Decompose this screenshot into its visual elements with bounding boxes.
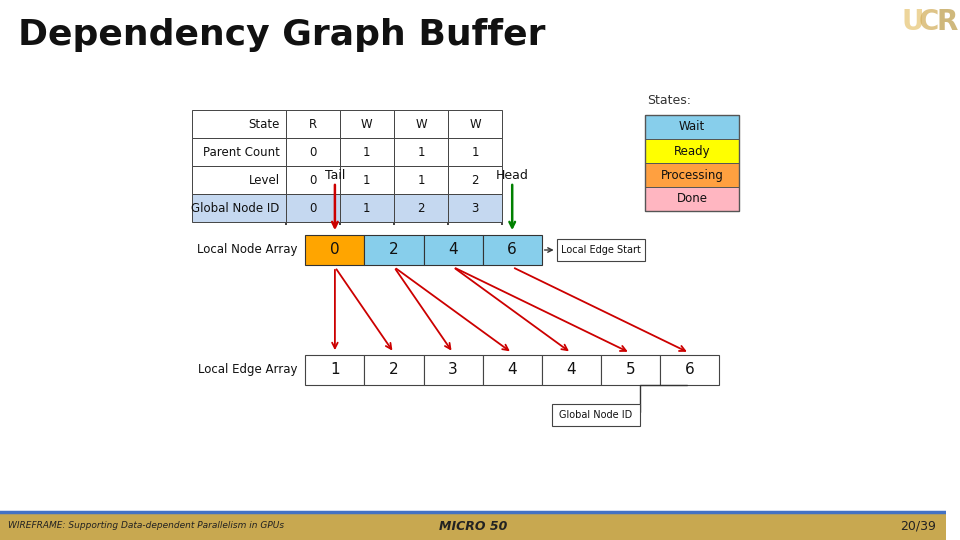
Text: 20/39: 20/39 (900, 519, 936, 532)
Text: Head: Head (495, 169, 529, 182)
Bar (340, 110, 394, 138)
Text: 0: 0 (309, 173, 317, 186)
Bar (286, 194, 340, 222)
Text: W: W (469, 118, 481, 131)
Text: 3: 3 (471, 201, 479, 214)
Text: 4: 4 (508, 362, 517, 377)
Text: 1: 1 (418, 145, 425, 159)
Text: 5: 5 (626, 362, 636, 377)
Text: Local Edge Array: Local Edge Array (198, 363, 298, 376)
Text: 6: 6 (507, 242, 517, 258)
Bar (0, 512, 946, 540)
Bar (192, 138, 286, 166)
Bar (423, 355, 483, 385)
Bar (192, 166, 286, 194)
Text: Level: Level (249, 173, 279, 186)
Bar (394, 194, 448, 222)
Bar (286, 166, 340, 194)
Bar (365, 355, 423, 385)
Bar (552, 404, 640, 426)
Text: State: State (249, 118, 279, 131)
Bar (305, 355, 365, 385)
Bar (645, 139, 739, 163)
Bar (448, 110, 502, 138)
Text: 1: 1 (363, 201, 371, 214)
Text: Wait: Wait (679, 120, 705, 133)
Bar (394, 138, 448, 166)
Bar (448, 138, 502, 166)
Text: 0: 0 (330, 242, 340, 258)
Text: 0: 0 (309, 201, 317, 214)
Bar (645, 163, 739, 187)
Bar (423, 235, 483, 265)
Text: 1: 1 (418, 173, 425, 186)
Text: W: W (361, 118, 372, 131)
Bar (483, 235, 541, 265)
Text: 2: 2 (389, 242, 398, 258)
Text: 2: 2 (418, 201, 425, 214)
Text: 2: 2 (471, 173, 479, 186)
Bar (192, 110, 286, 138)
Bar (483, 355, 541, 385)
Text: 4: 4 (448, 242, 458, 258)
Text: R: R (937, 8, 958, 36)
Bar (448, 166, 502, 194)
Text: WIREFRAME: Supporting Data-dependent Parallelism in GPUs: WIREFRAME: Supporting Data-dependent Par… (8, 522, 284, 530)
Text: U: U (901, 8, 924, 36)
Text: 6: 6 (684, 362, 694, 377)
Bar (645, 115, 739, 139)
Bar (340, 138, 394, 166)
Text: 1: 1 (363, 145, 371, 159)
Bar (645, 115, 739, 211)
Text: Processing: Processing (660, 168, 724, 181)
Text: 3: 3 (448, 362, 458, 377)
Bar (365, 235, 423, 265)
Text: C: C (919, 8, 940, 36)
Bar (286, 138, 340, 166)
Text: Global Node ID: Global Node ID (560, 410, 633, 420)
Text: 4: 4 (566, 362, 576, 377)
Text: 2: 2 (389, 362, 398, 377)
Text: Parent Count: Parent Count (203, 145, 279, 159)
Text: 1: 1 (363, 173, 371, 186)
Text: States:: States: (647, 94, 691, 107)
Bar (192, 194, 286, 222)
Text: Global Node ID: Global Node ID (191, 201, 279, 214)
Text: Dependency Graph Buffer: Dependency Graph Buffer (17, 18, 545, 52)
Bar (340, 166, 394, 194)
Bar (340, 194, 394, 222)
Bar (601, 355, 660, 385)
Bar (394, 166, 448, 194)
Text: Tail: Tail (324, 169, 345, 182)
Text: 0: 0 (309, 145, 317, 159)
Text: Done: Done (677, 192, 708, 206)
Text: 1: 1 (471, 145, 479, 159)
Text: Local Edge Start: Local Edge Start (561, 245, 640, 255)
Bar (557, 239, 645, 261)
Text: Ready: Ready (674, 145, 710, 158)
Text: 1: 1 (330, 362, 340, 377)
Text: W: W (416, 118, 427, 131)
Bar (541, 355, 601, 385)
Text: R: R (309, 118, 317, 131)
Text: Local Node Array: Local Node Array (197, 244, 298, 256)
Bar (448, 194, 502, 222)
Text: MICRO 50: MICRO 50 (439, 519, 507, 532)
Bar (660, 355, 719, 385)
Bar (305, 235, 365, 265)
Bar (645, 187, 739, 211)
Bar (286, 110, 340, 138)
Bar (394, 110, 448, 138)
